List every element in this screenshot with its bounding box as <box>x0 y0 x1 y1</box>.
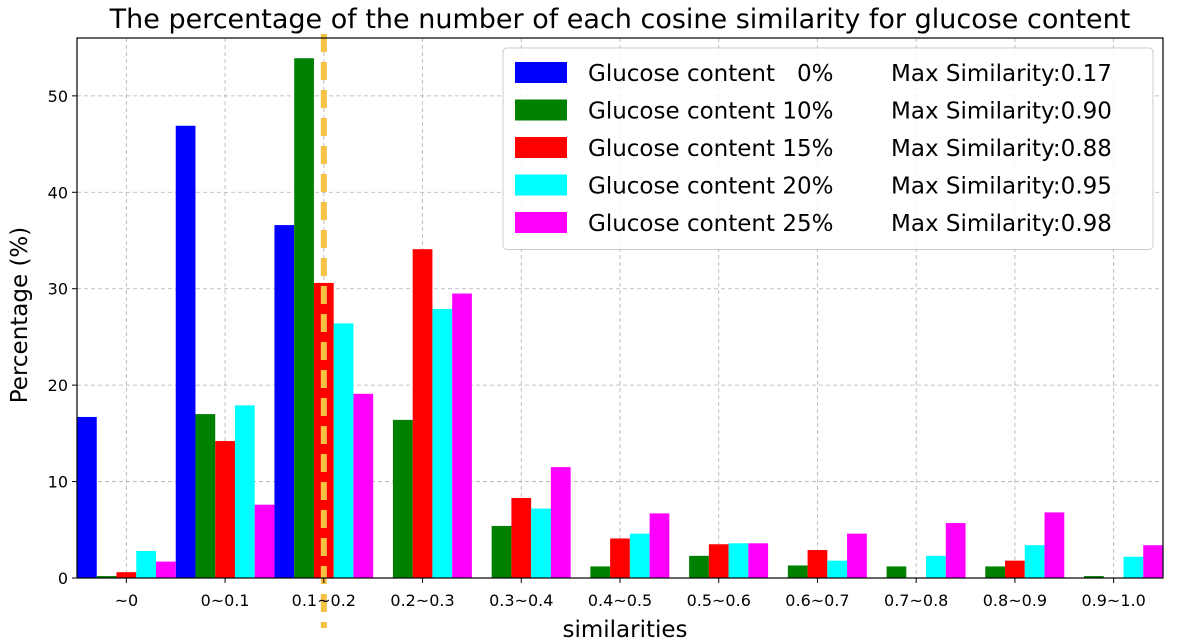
bar-s2-c1 <box>215 441 235 578</box>
bar-s3-c0 <box>136 551 156 578</box>
x-tick-label-2: 0.1~0.2 <box>292 591 356 610</box>
y-tick-label-4: 40 <box>48 183 68 202</box>
legend-max-similarity-3: Max Similarity:0.95 <box>891 174 1112 200</box>
chart-title: The percentage of the number of each cos… <box>109 4 1131 35</box>
bar-s4-c6 <box>748 543 769 578</box>
legend-box <box>502 47 1154 250</box>
bar-s1-c9 <box>985 566 1006 578</box>
legend-label-4: Glucose content 25% <box>588 211 833 237</box>
bar-s0-c2 <box>274 225 295 579</box>
bar-s3-c1 <box>234 405 255 578</box>
x-tick-label-7: 0.6~0.7 <box>785 591 849 610</box>
bar-s4-c5 <box>649 513 670 578</box>
bar-s1-c7 <box>787 565 808 578</box>
legend-label-3: Glucose content 20% <box>588 174 833 200</box>
legend-swatch-3 <box>515 174 567 196</box>
legend-swatch-0 <box>515 62 567 83</box>
x-tick-label-10: 0.9~1.0 <box>1081 591 1145 610</box>
bar-s3-c5 <box>629 533 650 578</box>
bar-s4-c8 <box>945 523 966 578</box>
y-tick-label-5: 50 <box>48 87 68 106</box>
bar-s4-c7 <box>847 533 867 578</box>
bar-s3-c9 <box>1024 545 1045 578</box>
bar-s2-c4 <box>511 497 532 578</box>
bar-s3-c3 <box>432 308 453 578</box>
x-tick-label-6: 0.5~0.6 <box>687 591 751 610</box>
bar-s2-c3 <box>412 249 433 578</box>
bar-s4-c2 <box>353 393 374 578</box>
legend-max-similarity-1: Max Similarity:0.90 <box>891 99 1112 125</box>
x-tick-label-5: 0.4~0.5 <box>588 591 652 610</box>
y-tick-label-0: 0 <box>58 569 68 588</box>
legend-max-similarity-0: Max Similarity:0.17 <box>891 61 1112 87</box>
legend-swatch-1 <box>515 99 567 121</box>
bar-s3-c7 <box>827 560 848 578</box>
legend-swatch-2 <box>515 137 567 158</box>
bar-s1-c10 <box>1084 576 1104 578</box>
x-tick-label-4: 0.3~0.4 <box>489 591 553 610</box>
bar-s2-c7 <box>807 550 828 578</box>
bar-s1-c0 <box>96 576 117 578</box>
bar-s1-c6 <box>689 555 709 578</box>
legend-label-0: Glucose content 0% <box>588 61 833 87</box>
bar-s3-c2 <box>333 323 354 578</box>
bar-s4-c3 <box>452 293 472 578</box>
bar-s4-c4 <box>550 467 571 578</box>
bar-s0-c0 <box>77 416 97 578</box>
bar-s1-c8 <box>886 566 907 578</box>
legend-max-similarity-2: Max Similarity:0.88 <box>891 136 1112 162</box>
bars <box>77 58 1163 579</box>
legend: Glucose content 0% Max Similarity:0.17 Glu… <box>502 47 1154 250</box>
bar-s4-c0 <box>155 561 176 578</box>
y-axis-ticks: 0 10 20 30 40 50 <box>48 87 77 588</box>
x-tick-label-1: 0~0.1 <box>201 591 250 610</box>
bar-s4-c10 <box>1143 545 1163 578</box>
bar-s0-c1 <box>175 125 196 578</box>
y-tick-label-2: 20 <box>48 376 68 395</box>
y-tick-label-3: 30 <box>48 280 68 299</box>
bar-s3-c8 <box>926 555 946 578</box>
bar-s3-c6 <box>728 543 749 578</box>
y-axis-label: Percentage (%) <box>7 227 33 404</box>
bar-s3-c10 <box>1123 556 1144 578</box>
bar-s2-c6 <box>708 544 729 578</box>
x-axis-ticks: ~0 0~0.1 0.1~0.2 0.2~0.3 0.3~0.4 0.4~0.5 0.5~0… <box>115 578 1146 610</box>
legend-swatch-4 <box>515 212 567 233</box>
bar-s1-c2 <box>294 58 314 578</box>
bar-s1-c5 <box>590 566 611 578</box>
bar-s1-c4 <box>491 525 512 578</box>
x-tick-label-9: 0.8~0.9 <box>983 591 1047 610</box>
bar-s4-c1 <box>254 504 275 578</box>
legend-label-2: Glucose content 15% <box>588 136 833 162</box>
bar-s1-c3 <box>392 419 413 578</box>
bar-s1-c1 <box>195 414 216 578</box>
x-tick-label-8: 0.7~0.8 <box>884 591 948 610</box>
x-tick-label-0: ~0 <box>115 591 139 610</box>
bar-s2-c9 <box>1005 560 1025 578</box>
bar-s2-c0 <box>116 572 137 578</box>
y-tick-label-1: 10 <box>48 473 68 492</box>
legend-max-similarity-4: Max Similarity:0.98 <box>891 211 1112 237</box>
bar-s2-c5 <box>610 538 630 578</box>
x-tick-label-3: 0.2~0.3 <box>390 591 454 610</box>
x-axis-label: similarities <box>562 617 687 643</box>
bar-s3-c4 <box>531 508 551 578</box>
legend-label-1: Glucose content 10% <box>588 99 833 125</box>
bar-s4-c9 <box>1044 512 1065 578</box>
